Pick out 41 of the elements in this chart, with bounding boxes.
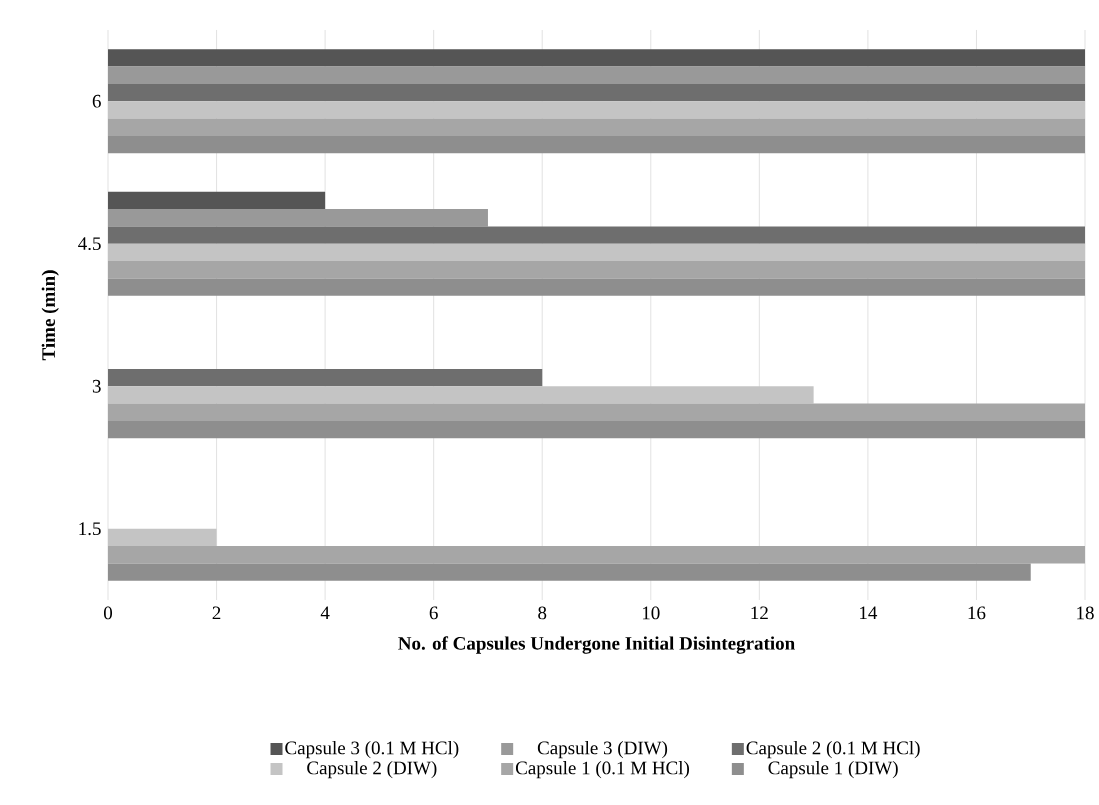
bar [108,226,1086,244]
x-tick-label: 12 [751,606,768,620]
bar [108,278,1086,296]
bar [108,83,1086,102]
bar [108,191,326,210]
bar [108,420,1086,439]
bar [108,368,543,387]
y-tick-label: 4.5 [78,237,101,251]
bar [108,118,1086,136]
x-tick-label: 0 [103,606,113,620]
y-tick-label: 6 [92,94,101,108]
bar [108,49,1086,67]
x-tick-label: 8 [538,606,547,620]
x-tick-label: 4 [320,606,330,620]
bar [108,261,1086,279]
x-axis-title: No. of Capsules Undergone Initial Disintegration [398,636,795,654]
bar [108,243,1086,262]
bar [108,135,1086,154]
legend-label: Capsule 2 (0.1 M HCl) [746,740,920,759]
x-tick-label: 18 [1077,606,1094,620]
legend-label: Capsule 1 (0.1 M HCl) [515,760,690,779]
bar [108,546,1086,564]
legend-label: Capsule 3 (DIW) [537,740,668,759]
legend-label: Capsule 2 (DIW) [307,760,437,779]
bar [108,563,1031,581]
x-tick-label: 10 [642,606,660,620]
legend-label: Capsule 3 (0.1 M HCl) [285,740,459,759]
x-tick-label: 6 [429,606,438,620]
bar [108,386,814,404]
bar [108,209,488,227]
x-tick-label: 2 [212,606,221,620]
x-tick-label: 14 [860,606,878,620]
bar [108,403,1086,421]
y-tick-label: 1.5 [79,522,101,536]
bar [108,528,217,547]
y-axis-title: Time (min) [41,270,59,361]
x-tick-label: 16 [968,606,986,620]
bar [108,101,1086,119]
legend-label: Capsule 1 (DIW) [768,760,898,779]
bar [108,66,1086,84]
y-tick-label: 3 [92,379,101,393]
